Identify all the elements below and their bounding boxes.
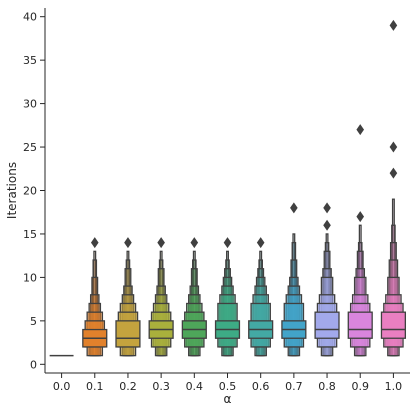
boxen-0.4: [181, 237, 207, 357]
boxen-0.6: [248, 237, 274, 357]
y-axis-title: Iterations: [5, 162, 19, 219]
outlier-point: [389, 167, 398, 179]
boxen-0.8: [314, 202, 340, 357]
y-tick-label: 35: [23, 54, 37, 67]
y-tick-label: 5: [30, 315, 37, 328]
outlier-point: [290, 202, 298, 214]
outlier-point: [356, 124, 365, 136]
y-tick-label: 40: [23, 11, 37, 24]
outlier-point: [124, 237, 132, 249]
outlier-point: [389, 141, 398, 153]
x-axis: 0.0 0.1 0.2 0.3 0.4 0.5 0.6 0.7 0.8 0.9 1.0: [45, 372, 410, 393]
boxen-1.0: [380, 19, 407, 357]
outlier-point: [323, 219, 331, 231]
boxen-0.2: [115, 237, 141, 357]
x-tick-label: 0.1: [86, 380, 104, 393]
x-tick-label: 0.0: [53, 380, 71, 393]
outlier-point: [323, 202, 331, 214]
boxen-0.1: [82, 237, 108, 357]
boxen-box: [380, 311, 407, 339]
boxen-0.5: [214, 237, 241, 357]
x-tick-label: 0.4: [186, 380, 204, 393]
y-tick-label: 25: [23, 141, 37, 154]
x-tick-label: 0.9: [351, 380, 369, 393]
x-tick-label: 0.7: [285, 380, 303, 393]
boxen-box: [314, 311, 340, 339]
x-tick-label: 0.5: [219, 380, 237, 393]
x-tick-label: 0.2: [119, 380, 137, 393]
plot-area: [49, 19, 407, 357]
outlier-point: [256, 237, 265, 249]
boxen-0.7: [281, 202, 307, 357]
outlier-point: [356, 211, 365, 223]
outlier-point: [190, 237, 199, 249]
boxen-0.3: [148, 237, 174, 357]
x-tick-label: 0.6: [252, 380, 270, 393]
outlier-point: [157, 237, 165, 249]
y-tick-label: 20: [23, 185, 37, 198]
x-tick-label: 1.0: [385, 380, 403, 393]
x-tick-label: 0.3: [152, 380, 170, 393]
boxen-0.9: [347, 124, 373, 357]
y-tick-label: 0: [30, 358, 37, 371]
boxen-box: [115, 320, 141, 348]
y-tick-label: 15: [23, 228, 37, 241]
y-tick-label: 30: [23, 98, 37, 111]
y-axis: 0 5 10 15 20 25 30 35 40: [23, 8, 46, 373]
boxen-box: [347, 311, 373, 339]
x-tick-label: 0.8: [318, 380, 336, 393]
x-axis-title: α: [224, 392, 232, 406]
outlier-point: [90, 237, 99, 249]
outlier-point: [389, 19, 398, 31]
outlier-point: [223, 237, 232, 249]
y-tick-label: 10: [23, 271, 37, 284]
